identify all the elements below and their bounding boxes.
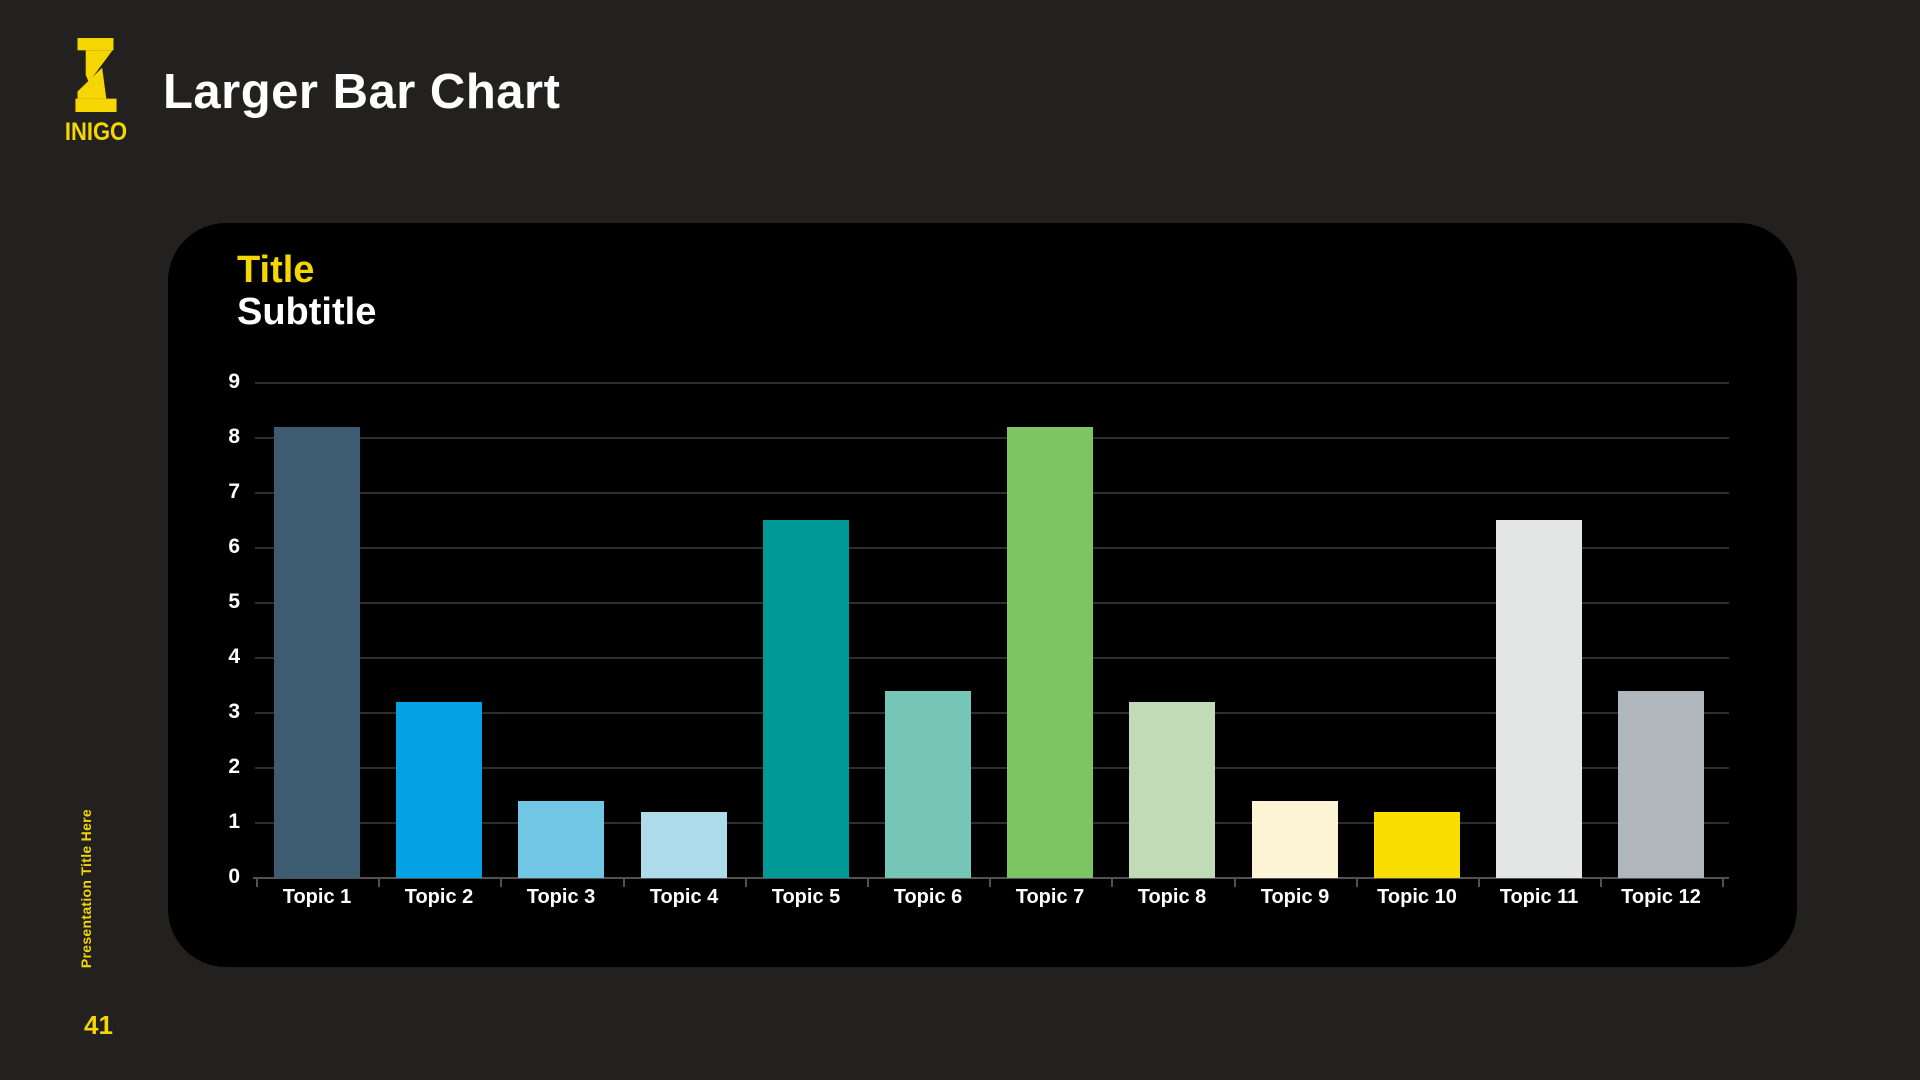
brand-name: INIGO <box>64 118 128 146</box>
presentation-footer: Presentation Title Here <box>78 808 94 968</box>
x-axis-category-label: Topic 4 <box>649 886 719 908</box>
bar-topic-4 <box>641 812 727 878</box>
x-axis-tick <box>622 878 625 887</box>
chart-panel: Title Subtitle 0 1 2 3 4 5 6 7 8 9 Topic 1 Topic 2 T… <box>168 223 1797 967</box>
y-axis-tick-label: 6 <box>228 535 240 558</box>
gridline <box>255 822 1729 824</box>
x-axis-category-label: Topic 10 <box>1377 886 1457 908</box>
bar-topic-6 <box>885 691 971 878</box>
gridline <box>255 547 1729 549</box>
bar-topic-8 <box>1129 702 1215 878</box>
x-axis-tick <box>256 878 258 887</box>
bar-topic-9 <box>1252 801 1338 878</box>
bar-topic-3 <box>518 801 604 878</box>
x-axis-tick <box>744 878 747 887</box>
bar-topic-12 <box>1618 691 1704 878</box>
x-axis-tick <box>1111 878 1114 887</box>
y-axis-tick-label: 7 <box>228 480 240 503</box>
x-axis-category-label: Topic 5 <box>771 886 841 908</box>
y-axis-tick-label: 4 <box>228 645 240 668</box>
bar-topic-10 <box>1374 812 1460 878</box>
x-axis-category-label: Topic 1 <box>282 886 352 908</box>
gridline <box>255 437 1729 439</box>
slide-title: Larger Bar Chart <box>163 65 561 119</box>
x-axis-category-label: Topic 2 <box>404 886 474 908</box>
x-axis-tick <box>378 878 381 887</box>
bar-topic-2 <box>396 702 482 878</box>
y-axis-tick-label: 3 <box>228 700 240 723</box>
x-axis-tick <box>989 878 992 887</box>
x-axis-tick <box>867 878 869 887</box>
x-axis-category-label: Topic 7 <box>1015 886 1085 908</box>
x-axis-category-label: Topic 8 <box>1137 886 1207 908</box>
bar-topic-11 <box>1496 520 1582 878</box>
x-axis-tick <box>1233 878 1236 887</box>
gridline <box>255 492 1729 494</box>
y-axis-tick-label: 2 <box>228 755 240 778</box>
x-axis-tick <box>1600 878 1603 887</box>
x-axis-category-label: Topic 11 <box>1499 886 1579 908</box>
x-axis-category-label: Topic 12 <box>1621 886 1701 908</box>
page-number: 41 <box>84 1010 113 1040</box>
y-axis-tick-label: 5 <box>228 590 240 613</box>
bar-topic-7 <box>1007 427 1093 878</box>
y-axis-tick-label: 1 <box>228 810 240 833</box>
gridline <box>255 712 1729 714</box>
inigo-logo-icon <box>75 38 117 112</box>
chart-subtitle: Subtitle <box>237 291 377 333</box>
x-axis-category-label: Topic 3 <box>526 886 596 908</box>
x-axis-category-label: Topic 6 <box>893 886 963 908</box>
gridline <box>255 382 1729 384</box>
x-axis-category-label: Topic 9 <box>1260 886 1330 908</box>
gridline <box>255 767 1729 769</box>
x-axis-tick <box>1722 878 1725 887</box>
x-axis-tick <box>500 878 503 887</box>
y-axis-tick-label: 8 <box>228 425 240 448</box>
gridline <box>255 657 1729 659</box>
chart-title: Title <box>237 249 315 291</box>
bar-topic-1 <box>274 427 360 878</box>
x-axis-tick <box>1355 878 1358 887</box>
y-axis-tick-label: 9 <box>228 370 240 393</box>
brand-logo-block: INIGO <box>54 38 138 147</box>
gridline <box>255 602 1729 604</box>
y-axis-tick-label: 0 <box>228 865 240 888</box>
x-axis-tick <box>1478 878 1480 887</box>
bar-topic-5 <box>763 520 849 878</box>
